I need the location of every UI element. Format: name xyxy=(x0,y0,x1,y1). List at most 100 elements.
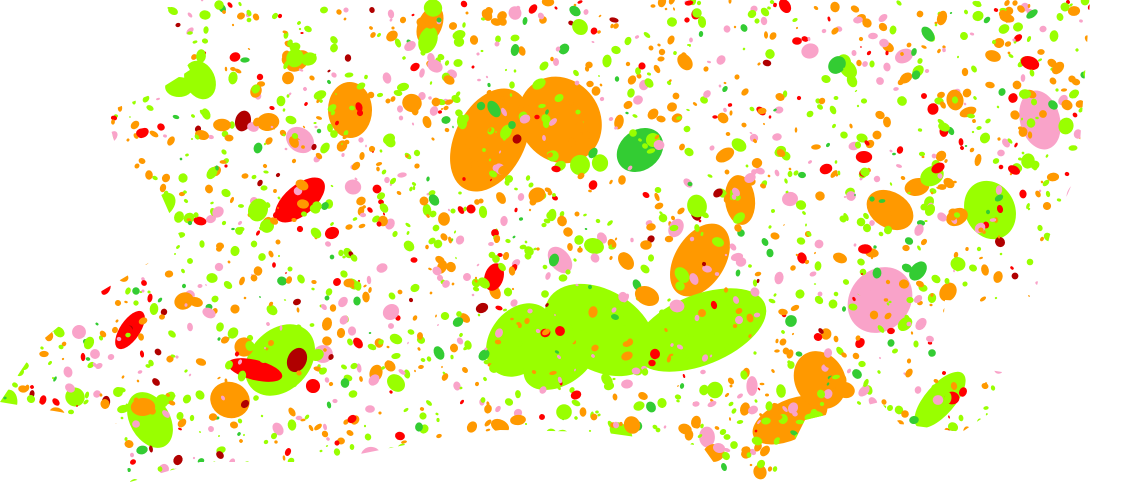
patch-red xyxy=(489,178,493,182)
patch-green xyxy=(949,12,953,14)
patch-pink xyxy=(924,68,930,74)
patch-orange xyxy=(490,18,502,26)
patch-pink xyxy=(359,212,367,218)
patch-lime xyxy=(28,59,42,69)
patch-orange xyxy=(141,57,145,61)
patch-pink xyxy=(411,122,415,126)
patch-orange xyxy=(672,92,680,100)
patch-pink xyxy=(913,295,923,303)
patch-pink xyxy=(730,252,744,262)
patch-lime xyxy=(146,105,154,111)
patch-lime xyxy=(897,96,907,106)
patch-lime xyxy=(1002,435,1008,441)
patch-lime xyxy=(377,32,381,38)
patch-lime xyxy=(206,166,218,180)
patch-green xyxy=(587,284,593,290)
patch-lime xyxy=(238,1,242,7)
patch-red xyxy=(792,37,802,45)
patch-lime xyxy=(482,148,486,152)
patch-orange xyxy=(686,247,692,253)
patch-green xyxy=(828,56,846,74)
patch-lime xyxy=(765,401,773,411)
patch-lime xyxy=(97,169,105,177)
patch-green xyxy=(878,199,886,203)
patch-orange xyxy=(253,117,261,127)
patch-lime xyxy=(652,424,658,430)
patch-lime xyxy=(595,410,599,414)
patch-lime xyxy=(597,413,601,417)
patch-pink xyxy=(442,280,450,288)
patch-orange xyxy=(703,66,709,72)
patch-lime xyxy=(971,65,977,73)
patch-lime xyxy=(598,75,600,77)
patch-red xyxy=(410,257,418,263)
patch-lime xyxy=(379,203,389,213)
patch-pink xyxy=(914,224,924,236)
patch-red xyxy=(797,252,807,264)
patch-green xyxy=(136,445,148,455)
patch-orange xyxy=(937,91,945,99)
patch-pink xyxy=(0,97,6,101)
patch-orange xyxy=(114,299,122,307)
patch-orange xyxy=(815,191,825,201)
patch-lime xyxy=(938,122,950,132)
patch-dark-red xyxy=(1080,182,1084,186)
patch-green xyxy=(795,351,803,357)
patch-pink xyxy=(729,243,737,251)
patch-lime xyxy=(225,360,233,370)
patch-orange xyxy=(595,438,603,446)
patch-lime xyxy=(759,307,767,317)
patch-red xyxy=(269,106,275,110)
patch-orange xyxy=(969,147,975,153)
patch-orange xyxy=(386,345,390,349)
patch-pink xyxy=(712,443,726,453)
patch-green xyxy=(217,337,221,341)
patch-lime xyxy=(802,211,806,215)
patch-lime xyxy=(436,417,440,423)
patch-red xyxy=(642,192,650,198)
patch-dark-red xyxy=(569,451,573,455)
patch-red xyxy=(305,378,321,394)
patch-lime xyxy=(101,240,111,250)
patch-lime xyxy=(700,231,704,237)
patch-lime xyxy=(860,167,870,177)
patch-orange xyxy=(605,451,609,455)
patch-orange xyxy=(972,324,976,328)
patch-lime xyxy=(552,193,556,197)
patch-red xyxy=(981,473,989,483)
patch-lime xyxy=(17,361,21,365)
patch-pink xyxy=(137,79,145,87)
patch-orange xyxy=(833,335,839,343)
patch-lime xyxy=(60,252,64,256)
patch-pink xyxy=(731,194,737,200)
patch-pink xyxy=(510,299,518,307)
patch-orange xyxy=(18,385,28,393)
patch-pink xyxy=(843,195,847,199)
patch-lime xyxy=(504,398,514,406)
patch-lime xyxy=(120,416,124,420)
patch-green xyxy=(231,227,235,231)
patch-green xyxy=(476,101,486,111)
patch-pink xyxy=(220,395,226,401)
patch-lime xyxy=(102,153,106,157)
patch-lime xyxy=(363,481,369,486)
patch-lime xyxy=(655,427,661,433)
patch-red xyxy=(555,326,565,336)
patch-lime xyxy=(842,433,846,437)
patch-lime xyxy=(1086,261,1090,267)
patch-orange xyxy=(0,478,8,486)
patch-orange xyxy=(300,418,306,422)
patch-orange xyxy=(1033,385,1041,391)
patch-pink xyxy=(831,413,839,421)
patch-orange xyxy=(609,179,613,185)
patch-lime xyxy=(409,186,413,192)
patch-red xyxy=(438,110,442,114)
patch-orange xyxy=(647,108,659,120)
patch-green xyxy=(722,85,728,93)
patch-orange xyxy=(723,81,727,85)
patch-lime xyxy=(832,123,836,129)
patch-lime xyxy=(16,313,20,317)
patch-orange xyxy=(0,226,8,238)
patch-green xyxy=(128,264,132,268)
patch-red xyxy=(577,0,583,4)
